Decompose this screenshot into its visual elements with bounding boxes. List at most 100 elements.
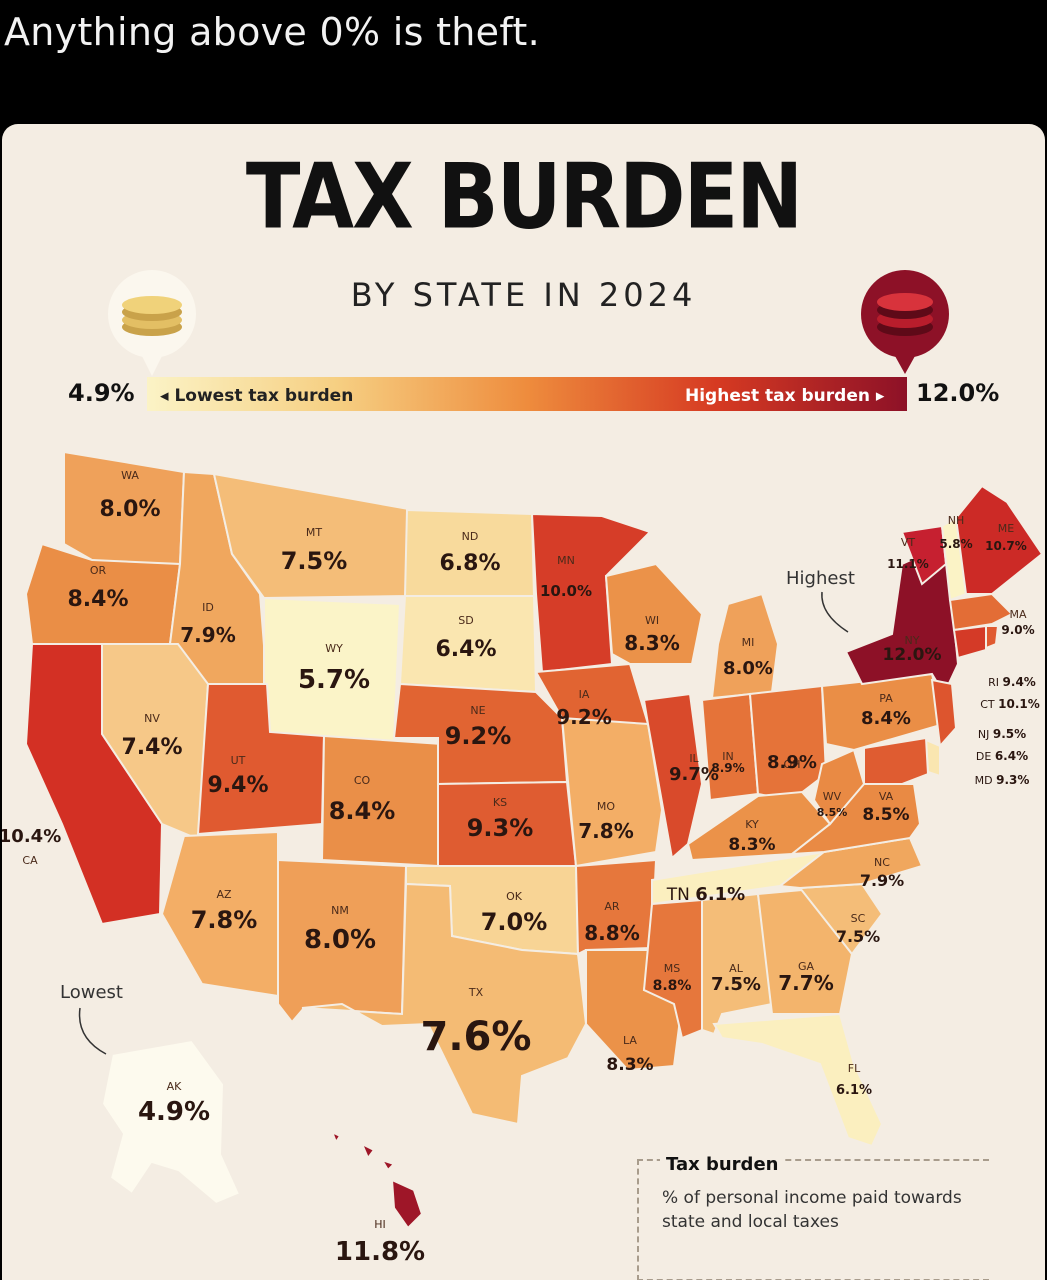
state-abbr-ia: IA xyxy=(579,688,590,701)
state-value-ms: 8.8% xyxy=(653,978,692,994)
state-abbr-tx: TX xyxy=(468,986,484,999)
state-me xyxy=(954,484,1044,595)
state-abbr-co: CO xyxy=(354,774,371,787)
state-abbr-oh: OH xyxy=(784,758,801,771)
state-abbr-wi: WI xyxy=(645,614,659,627)
state-value-wa: 8.0% xyxy=(99,497,160,522)
state-abbr-me: ME xyxy=(998,522,1014,535)
state-value-al: 7.5% xyxy=(711,974,761,995)
state-value-ga: 7.7% xyxy=(778,971,833,995)
legend-description: % of personal income paid towards state … xyxy=(662,1188,962,1232)
state-abbr-mo: MO xyxy=(597,800,615,813)
state-abbr-ks: KS xyxy=(493,796,507,809)
state-md xyxy=(863,736,930,785)
state-abbr-vt: VT xyxy=(901,536,916,549)
state-fl xyxy=(712,1012,884,1148)
state-abbr-nc: NC xyxy=(874,856,890,869)
state-mo xyxy=(560,716,664,868)
scale-low-label: ◂ Lowest tax burden xyxy=(160,386,354,406)
state-ri xyxy=(985,625,1000,650)
state-ny xyxy=(844,542,960,697)
state-value-az: 7.8% xyxy=(191,906,258,934)
state-abbr-ny: NY xyxy=(905,634,920,647)
state-abbr-or: OR xyxy=(90,564,107,577)
state-abbr-id: ID xyxy=(202,601,214,614)
state-abbr-wv: WV xyxy=(823,790,842,803)
state-abbr-ar: AR xyxy=(604,900,620,913)
state-wi xyxy=(604,562,704,665)
state-value-ky: 8.3% xyxy=(728,835,775,855)
state-value-vt: 11.1% xyxy=(887,557,929,571)
state-abbr-pa: PA xyxy=(879,692,893,705)
state-abbr-in: IN xyxy=(722,750,733,763)
state-label-md: MD 9.3% xyxy=(975,773,1030,787)
state-oh xyxy=(748,684,828,802)
scale-min-value: 4.9% xyxy=(68,379,135,407)
state-abbr-al: AL xyxy=(729,962,744,975)
post-caption: Anything above 0% is theft. xyxy=(4,10,540,54)
state-value-il: 9.7% xyxy=(669,764,719,785)
state-abbr-ca: CA xyxy=(22,854,38,867)
state-value-ia: 9.2% xyxy=(556,705,611,729)
state-abbr-la: LA xyxy=(623,1034,637,1047)
state-value-fl: 6.1% xyxy=(836,1083,872,1098)
state-value-nv: 7.4% xyxy=(121,735,182,760)
state-abbr-ok: OK xyxy=(506,890,523,903)
state-abbr-mn: MN xyxy=(557,554,575,567)
state-abbr-va: VA xyxy=(879,790,894,803)
state-ma xyxy=(948,592,1014,632)
highest-arrow-icon xyxy=(821,591,849,633)
state-abbr-sd: SD xyxy=(458,614,473,627)
state-abbr-nm: NM xyxy=(331,904,349,917)
state-value-ma: 9.0% xyxy=(1001,623,1034,637)
state-value-mt: 7.5% xyxy=(281,547,348,575)
legend-title: Tax burden xyxy=(660,1154,785,1175)
state-value-wi: 8.3% xyxy=(624,631,679,655)
state-tx xyxy=(301,882,588,1126)
state-label-de: DE 6.4% xyxy=(976,749,1028,763)
scale-high-label: Highest tax burden ▸ xyxy=(685,386,885,406)
highest-annotation: Highest xyxy=(786,568,855,589)
state-value-mi: 8.0% xyxy=(723,658,773,679)
state-ct xyxy=(952,624,987,660)
state-value-tx: 7.6% xyxy=(421,1014,532,1060)
state-abbr-ak: AK xyxy=(167,1080,183,1093)
red-coin-stack-icon xyxy=(861,270,949,374)
state-abbr-mt: MT xyxy=(306,526,322,539)
state-abbr-ut: UT xyxy=(231,754,246,767)
state-value-la: 8.3% xyxy=(606,1055,653,1075)
state-abbr-ky: KY xyxy=(745,818,759,831)
infographic-card: TAX BURDEN BY STATE IN 2024 4.9% 12.0% ◂… xyxy=(2,124,1045,1280)
state-value-ut: 9.4% xyxy=(207,773,268,798)
state-value-hi: 11.8% xyxy=(335,1237,425,1267)
state-value-sd: 6.4% xyxy=(435,637,496,662)
state-value-wy: 5.7% xyxy=(298,665,370,695)
state-value-ca: 10.4% xyxy=(2,826,61,847)
state-abbr-ga: GA xyxy=(798,960,815,973)
state-abbr-nd: ND xyxy=(462,530,479,543)
state-az xyxy=(160,830,279,998)
coin-stack-icon xyxy=(108,270,196,376)
state-value-ks: 9.3% xyxy=(467,814,534,842)
state-label-ri: RI 9.4% xyxy=(988,675,1036,689)
state-abbr-ma: MA xyxy=(1009,608,1026,621)
state-value-co: 8.4% xyxy=(329,797,396,825)
state-ak xyxy=(100,1038,242,1206)
page-subtitle: BY STATE IN 2024 xyxy=(350,276,697,314)
state-value-mn: 10.0% xyxy=(540,582,592,600)
state-value-nh: 5.8% xyxy=(939,537,972,551)
state-wv xyxy=(812,748,866,826)
state-value-ne: 9.2% xyxy=(445,722,512,750)
state-value-oh: 8.9% xyxy=(767,752,817,773)
state-value-ak: 4.9% xyxy=(138,1097,210,1127)
state-abbr-mi: MI xyxy=(742,636,755,649)
state-abbr-hi: HI xyxy=(374,1218,386,1231)
scale-max-value: 12.0% xyxy=(916,379,1000,407)
page-title: TAX BURDEN xyxy=(245,144,803,249)
us-map: WA 8.0% OR 8.4% CA 10.4% ID 7.9% NV 7.4% MT 7.5% WY 5… xyxy=(2,270,1044,1267)
state-value-nm: 8.0% xyxy=(304,925,376,955)
state-abbr-sc: SC xyxy=(851,912,866,925)
state-value-nc: 7.9% xyxy=(860,871,904,890)
state-abbr-az: AZ xyxy=(216,888,232,901)
state-value-mo: 7.8% xyxy=(578,819,633,843)
